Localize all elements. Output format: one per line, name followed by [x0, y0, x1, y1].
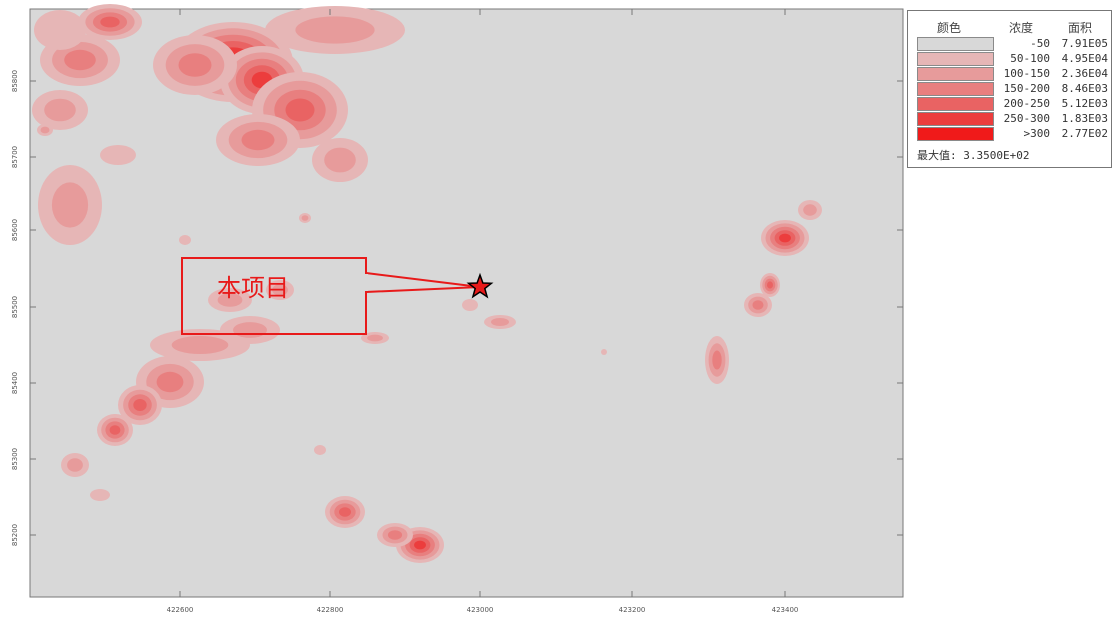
star-icon	[466, 272, 494, 299]
legend-swatch	[917, 127, 994, 141]
legend-range: -50	[1030, 37, 1050, 50]
x-tick-label: 422600	[167, 606, 194, 614]
legend-area: 7.91E05	[1061, 37, 1108, 50]
plume-layer	[32, 4, 822, 563]
legend-range: 50-100	[1010, 52, 1050, 65]
y-tick-label: 85600	[11, 219, 19, 241]
legend-range: 100-150	[1003, 67, 1050, 80]
legend-max-value: 最大值: 3.3500E+02	[917, 149, 1030, 162]
legend-header-concentration: 浓度	[1009, 21, 1034, 35]
y-tick-label: 85300	[11, 448, 19, 470]
y-tick-label: 85200	[11, 524, 19, 546]
legend: 颜色 浓度 面积 -50 7.91E05 50-100 4.95E04 100-150 2…	[907, 10, 1112, 168]
x-tick-label: 423400	[772, 606, 799, 614]
legend-range: 150-200	[1003, 82, 1050, 95]
legend-swatch	[917, 37, 994, 51]
legend-range: 200-250	[1003, 97, 1050, 110]
x-tick-label: 422800	[317, 606, 344, 614]
legend-area: 2.77E02	[1061, 127, 1108, 140]
legend-area: 5.12E03	[1061, 97, 1108, 110]
y-tick-label: 85700	[11, 146, 19, 168]
legend-swatch	[917, 52, 994, 66]
legend-area: 4.95E04	[1061, 52, 1108, 65]
concentration-map: 422600 422800 423000 423200 423400 85800 85700…	[11, 4, 904, 614]
y-tick-label: 85400	[11, 372, 19, 394]
legend-swatch	[917, 67, 994, 81]
x-tick-label: 423000	[467, 606, 494, 614]
legend-swatch	[917, 82, 994, 96]
y-tick-label: 85800	[11, 70, 19, 92]
axis-ticks: 422600 422800 423000 423200 423400 85800 85700…	[11, 9, 903, 614]
project-callout: 本项目	[181, 257, 494, 335]
legend-range: >300	[1023, 127, 1051, 140]
legend-swatch	[917, 97, 994, 111]
legend-swatch	[917, 112, 994, 126]
legend-header-area: 面积	[1068, 21, 1093, 35]
callout-label: 本项目	[217, 274, 289, 302]
x-tick-label: 423200	[619, 606, 646, 614]
legend-header-color: 颜色	[937, 21, 962, 35]
legend-area: 2.36E04	[1061, 67, 1108, 80]
legend-area: 1.83E03	[1061, 112, 1108, 125]
legend-area: 8.46E03	[1061, 82, 1108, 95]
y-tick-label: 85500	[11, 296, 19, 318]
legend-range: 250-300	[1003, 112, 1050, 125]
